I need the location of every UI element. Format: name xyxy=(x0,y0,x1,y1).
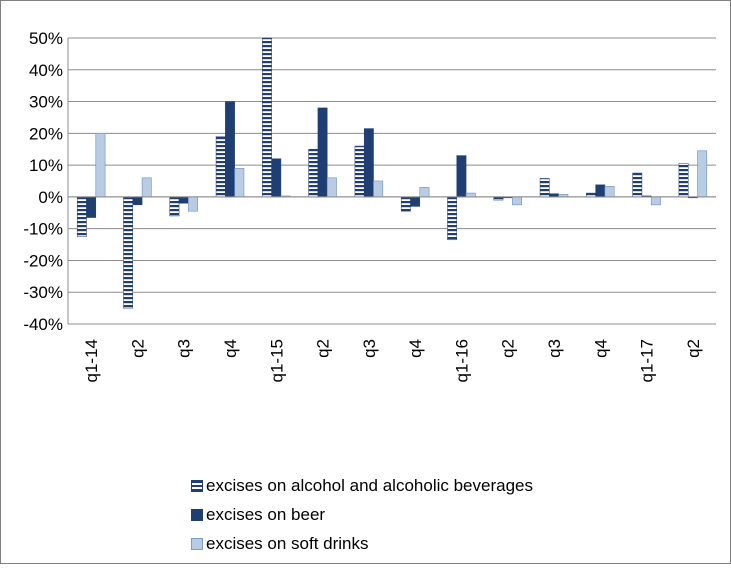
bar-series-1 xyxy=(76,196,87,237)
bar-series-3 xyxy=(373,180,384,198)
legend-item-beer: excises on beer xyxy=(191,500,533,529)
bar-series-3 xyxy=(419,187,430,198)
y-tick-label: 40% xyxy=(29,61,63,80)
bar-series-2 xyxy=(317,107,328,198)
x-tick-label: q1-14 xyxy=(82,339,101,382)
x-tick-label: q1-16 xyxy=(452,339,471,382)
bar-series-1 xyxy=(169,196,180,217)
bar-series-3 xyxy=(512,196,522,206)
x-tick-label: q2 xyxy=(128,339,147,358)
bar-series-3 xyxy=(188,196,198,212)
x-axis-tick-labels: q1-14 q2 q3 q4 q1-15 q2 q3 q4 q1-16 q2 q3 q4 q1-17 q2 xyxy=(82,339,703,382)
legend-swatch-soft-drinks xyxy=(191,537,203,550)
bar-series-2 xyxy=(225,101,235,198)
x-tick-label: q3 xyxy=(175,339,194,358)
bar-series-3 xyxy=(465,192,476,198)
bar-series-3 xyxy=(326,177,337,198)
bar-series-3 xyxy=(604,186,615,198)
legend-item-alcohol: excises on alcohol and alcoholic beverag… xyxy=(191,471,533,500)
bar-series-1 xyxy=(632,172,643,198)
x-tick-label: q2 xyxy=(314,339,333,358)
x-tick-label: q1-15 xyxy=(267,339,286,382)
y-tick-label: -40% xyxy=(23,315,63,334)
axes xyxy=(67,38,716,324)
y-tick-label: 50% xyxy=(29,29,63,48)
x-tick-label: q4 xyxy=(406,339,425,358)
bar-series-3 xyxy=(234,167,245,198)
x-tick-label: q3 xyxy=(545,339,564,358)
bar-series-2 xyxy=(410,196,421,207)
bar-series-3 xyxy=(650,196,661,206)
bar-series-2 xyxy=(271,158,282,198)
bar-series-1 xyxy=(215,136,226,198)
x-tick-label: q3 xyxy=(360,339,379,358)
bar-series-1 xyxy=(539,178,550,198)
x-tick-label: q2 xyxy=(499,339,518,358)
bar-series-3 xyxy=(141,177,152,198)
bar-series-2 xyxy=(178,196,189,204)
legend: excises on alcohol and alcoholic beverag… xyxy=(191,471,533,558)
y-tick-label: 10% xyxy=(29,156,63,175)
bar-series-1 xyxy=(123,196,134,309)
legend-swatch-beer xyxy=(191,508,203,521)
legend-label-soft-drinks: excises on soft drinks xyxy=(206,533,369,553)
bar-series-2 xyxy=(86,196,97,218)
y-tick-label: -30% xyxy=(23,283,63,302)
bar-series-1 xyxy=(678,163,689,198)
bar-series-2 xyxy=(456,155,467,198)
bar-series-3 xyxy=(95,133,106,198)
bar-series-1 xyxy=(262,37,272,198)
legend-item-soft-drinks: excises on soft drinks xyxy=(191,529,533,558)
bar-series-2 xyxy=(363,128,374,198)
x-tick-label: q1-17 xyxy=(638,339,657,382)
y-tick-label: 30% xyxy=(29,93,63,112)
bars xyxy=(76,37,708,309)
bar-series-2 xyxy=(132,196,143,206)
y-axis-tick-labels: -40% -30% -20% -10% 0% 10% 20% 30% 40% 50% xyxy=(23,29,63,334)
gridlines xyxy=(68,37,716,325)
x-tick-label: q2 xyxy=(684,339,703,358)
bar-series-2 xyxy=(595,184,606,198)
bar-series-1 xyxy=(354,145,365,198)
bar-series-3 xyxy=(697,150,708,198)
legend-swatch-alcohol xyxy=(191,479,203,492)
y-tick-label: -20% xyxy=(23,251,63,270)
bar-series-1 xyxy=(586,192,596,198)
legend-label-beer: excises on beer xyxy=(206,504,326,524)
y-tick-label: 0% xyxy=(38,188,63,207)
y-tick-label: -10% xyxy=(23,220,63,239)
x-tick-label: q4 xyxy=(591,339,610,358)
bar-series-1 xyxy=(447,196,458,241)
x-tick-label: q4 xyxy=(221,339,240,358)
bar-series-1 xyxy=(308,148,319,198)
bar-series-1 xyxy=(400,196,411,212)
legend-label-alcohol: excises on alcohol and alcoholic beverag… xyxy=(206,475,533,495)
y-tick-label: 20% xyxy=(29,124,63,143)
